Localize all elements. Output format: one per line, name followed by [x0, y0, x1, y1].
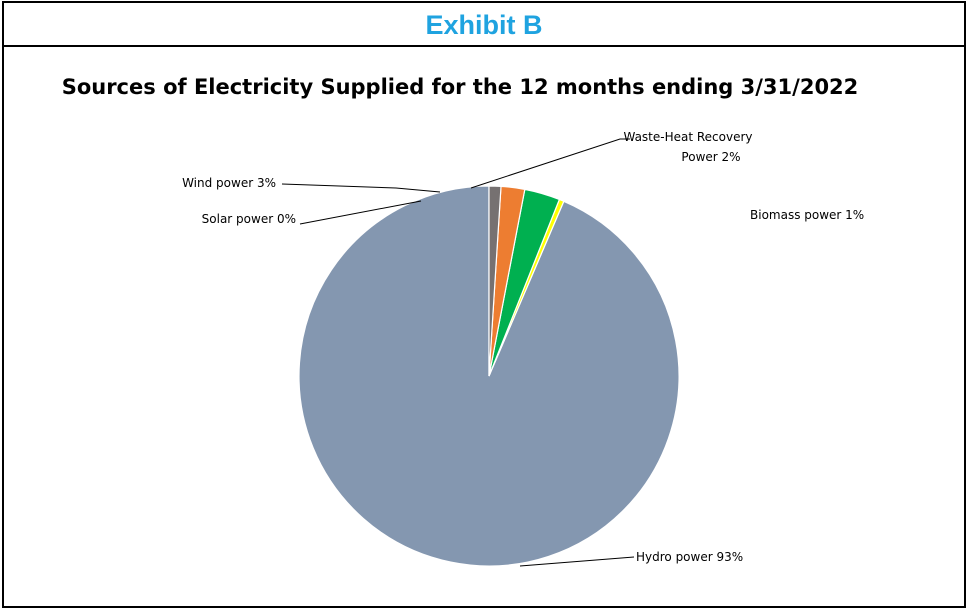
pie-slices	[298, 185, 680, 567]
slice-label-hydro-power: Hydro power 93%	[636, 550, 743, 564]
chart-title: Sources of Electricity Supplied for the …	[61, 75, 859, 99]
leader-line-waste-heat-recovery-power	[470, 138, 630, 189]
leader-line-hydro-power	[519, 556, 635, 567]
leader-lines	[281, 138, 635, 567]
slice-label-biomass-power: Biomass power 1%	[750, 208, 864, 222]
leader-line-solar-power	[299, 200, 422, 225]
slice-label-waste-heat-recovery-power: Waste-Heat Recovery Power 2%	[623, 130, 752, 164]
exhibit-title: Exhibit B	[425, 10, 543, 40]
exhibit-header: Exhibit B	[4, 3, 964, 47]
slice-label-wind-power: Wind power 3%	[182, 176, 276, 190]
slice-label-solar-power: Solar power 0%	[202, 212, 296, 226]
pie-slice-biomass-power	[488, 185, 502, 377]
slice-labels: Hydro power 93% Solar power 0% Wind power …	[182, 130, 864, 564]
leader-line-wind-power	[281, 183, 441, 193]
